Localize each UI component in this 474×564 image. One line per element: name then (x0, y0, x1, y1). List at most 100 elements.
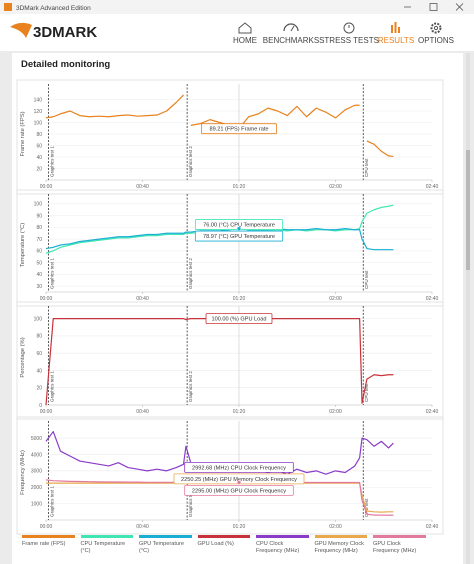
legend-item[interactable]: GPU Load (%) (197, 535, 257, 564)
test-marker-label: CPU test (364, 158, 369, 177)
legend-item[interactable]: GPU Clock Frequency (MHz) (373, 535, 432, 564)
y-tick-label: 80 (36, 132, 42, 138)
test-marker-label: Graphics test 1 (49, 486, 54, 517)
nav-label[interactable]: RESULTS (378, 36, 414, 45)
app-title: 3DMark Advanced Edition (16, 5, 91, 12)
chart-frame (16, 416, 444, 535)
y-axis-label: Percentage (%) (20, 337, 26, 377)
logo-mark (10, 22, 32, 38)
y-tick-label: 20 (36, 166, 42, 172)
y-tick-label: 30 (36, 284, 42, 290)
y-tick-label: 80 (36, 334, 42, 340)
x-tick-label: 00:00 (40, 524, 53, 530)
nav-label[interactable]: OPTIONS (418, 36, 454, 45)
test-marker-label: CPU test (364, 270, 369, 289)
title-bar (0, 0, 474, 14)
x-tick-label: 02:00 (329, 296, 342, 302)
test-marker-label: Graphics test 1 (49, 371, 54, 402)
tooltip-box (194, 230, 284, 242)
tooltip-box (205, 313, 273, 325)
x-tick-label: 02:40 (426, 184, 439, 190)
legend-swatch (256, 535, 309, 538)
series-line (45, 94, 394, 158)
y-tick-label: 100 (34, 316, 43, 322)
legend-item[interactable]: CPU Clock Frequency (MHz) (256, 535, 315, 564)
chart-frame (16, 79, 444, 195)
legend-label: GPU Clock Frequency (MHz) (373, 541, 417, 554)
logo: 3DMARK (33, 24, 97, 41)
test-marker-label: CPU test (364, 498, 369, 517)
y-tick-label: 60 (36, 143, 42, 149)
legend-swatch (197, 535, 250, 538)
x-tick-label: 02:00 (329, 184, 342, 190)
window-controls[interactable] (404, 3, 464, 11)
app-icon (4, 3, 12, 11)
y-tick-label: 60 (36, 351, 42, 357)
x-tick-label: 00:40 (136, 524, 149, 530)
y-tick-label: 40 (36, 272, 42, 278)
x-tick-label: 00:00 (40, 184, 53, 190)
x-tick-label: 00:40 (136, 184, 149, 190)
legend-item[interactable]: GPU Memory Clock Frequency (MHz) (314, 535, 374, 564)
legend-label: CPU Clock Frequency (MHz) (256, 541, 300, 554)
y-tick-label: 1000 (31, 501, 42, 507)
nav-benchmarks[interactable]: BENCHMARKS (263, 23, 319, 45)
y-axis-label: Frame rate (FPS) (20, 111, 26, 156)
legend: Frame rate (FPS) CPU Temperature (°C) GPU … (22, 535, 452, 564)
legend-item[interactable]: GPU Temperature (°C) (139, 535, 198, 564)
x-tick-label: 02:00 (329, 409, 342, 415)
nav-home[interactable]: HOME (233, 22, 257, 45)
y-tick-label: 50 (36, 260, 42, 266)
y-axis-label: Frequency (MHz) (20, 450, 26, 495)
y-tick-label: 80 (36, 225, 42, 231)
x-tick-label: 02:40 (426, 296, 439, 302)
section-title: Detailed monitoring (21, 59, 110, 70)
test-marker-label: Graphics test 2 (188, 258, 193, 289)
legend-item[interactable]: Frame rate (FPS) (22, 535, 81, 564)
test-marker-label: Graphics test 1 (49, 146, 54, 177)
tooltip-box (201, 123, 277, 135)
chart-frame (16, 301, 444, 420)
x-tick-label: 02:00 (329, 524, 342, 530)
y-tick-label: 90 (36, 213, 42, 219)
nav-label[interactable]: BENCHMARKS (263, 36, 319, 45)
nav-label[interactable]: HOME (233, 36, 257, 45)
y-axis-label: Temperature (°C) (20, 223, 26, 268)
nav-label[interactable]: STRESS TESTS (319, 36, 379, 45)
y-tick-label: 140 (34, 97, 43, 103)
tooltip-label: 78.97 (°C) GPU Temperature (203, 234, 275, 240)
x-tick-label: 02:40 (426, 409, 439, 415)
y-tick-label: 100 (34, 202, 43, 208)
legend-label: CPU Temperature (°C) (80, 541, 126, 554)
legend-label: GPU Load (%) (197, 541, 234, 547)
y-tick-label: 4000 (31, 452, 42, 458)
legend-swatch (139, 535, 192, 538)
y-tick-label: 5000 (31, 436, 42, 442)
tooltip-label: 2295.00 (MHz) GPU Clock Frequency (192, 488, 286, 494)
scrollbar-thumb[interactable] (466, 150, 470, 270)
legend-swatch (314, 535, 367, 538)
nav-options[interactable]: OPTIONS (418, 22, 454, 46)
nav-stress-tests[interactable]: STRESS TESTS (319, 22, 379, 45)
cursor-dot (236, 226, 242, 231)
x-tick-label: 02:40 (426, 524, 439, 530)
nav-results[interactable]: RESULTS (378, 22, 414, 45)
tooltip-label: 89.21 (FPS) Frame rate (209, 127, 268, 133)
test-marker-label: Graphics test 2 (188, 486, 193, 517)
legend-swatch (80, 535, 133, 538)
chart-frame (16, 189, 444, 307)
x-tick-label: 00:00 (40, 296, 53, 302)
legend-item[interactable]: CPU Temperature (°C) (80, 535, 140, 564)
legend-label: Frame rate (FPS) (22, 541, 66, 547)
tooltip-box (184, 484, 294, 496)
x-tick-label: 01:20 (233, 296, 246, 302)
test-marker-label: Graphics test 2 (188, 371, 193, 402)
legend-label: GPU Memory Clock Frequency (MHz) (314, 541, 364, 554)
tooltip-label: 76.00 (°C) CPU Temperature (203, 223, 275, 229)
legend-swatch (373, 535, 426, 538)
scrollbar[interactable] (466, 53, 470, 564)
y-tick-label: 70 (36, 237, 42, 243)
y-tick-label: 0 (39, 403, 42, 409)
y-tick-label: 40 (36, 155, 42, 161)
